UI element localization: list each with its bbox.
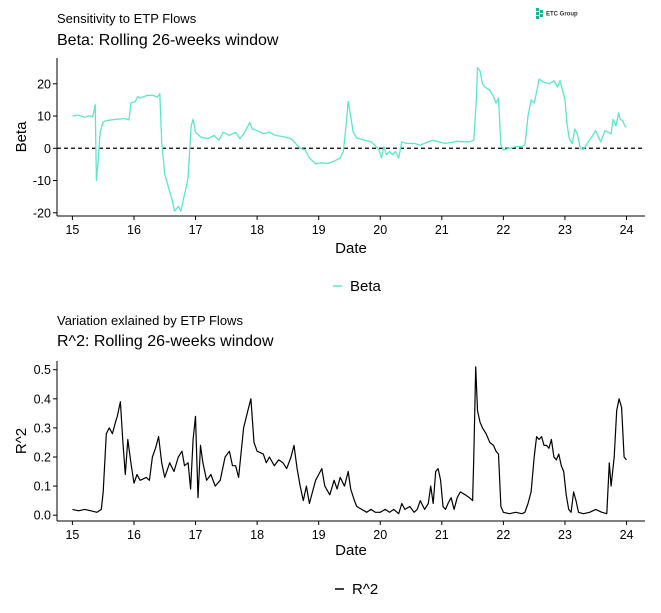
beta-x-tick-label: 21	[435, 223, 449, 237]
beta-y-tick-label: 10	[37, 110, 51, 124]
r2-x-tick-label: 21	[435, 528, 449, 542]
beta-y-ticks: -20 -10 0 10 20	[33, 77, 57, 220]
r2-y-tick-label: 0.2	[34, 451, 51, 465]
beta-x-tick-label: 15	[65, 223, 79, 237]
r2-chart: Variation exlained by ETP Flows R^2: Rol…	[13, 313, 645, 598]
r2-x-tick-label: 16	[127, 528, 141, 542]
beta-x-tick-label: 23	[558, 223, 572, 237]
etc-group-logo-mark	[536, 8, 543, 19]
beta-y-tick-label: 20	[37, 77, 51, 91]
r2-y-tick-label: 0.3	[34, 421, 51, 435]
etc-group-logo: ETC Group	[536, 8, 578, 19]
beta-x-axis-label: Date	[335, 240, 367, 257]
r2-y-tick-label: 0.5	[34, 363, 51, 377]
r2-x-tick-label: 20	[373, 528, 387, 542]
r2-x-tick-label: 24	[620, 528, 634, 542]
r2-x-tick-label: 18	[250, 528, 264, 542]
beta-x-tick-label: 16	[127, 223, 141, 237]
r2-y-axis-label: R^2	[13, 428, 30, 454]
r2-x-axis-label: Date	[335, 542, 367, 559]
r2-x-ticks: 15 16 17 18 19 20 21 22 23 24	[65, 521, 634, 542]
beta-y-tick-label: 0	[44, 142, 51, 156]
beta-x-ticks: 15 16 17 18 19 20 21 22 23 24	[65, 216, 634, 237]
r2-x-tick-label: 17	[189, 528, 203, 542]
r2-y-tick-label: 0.1	[34, 480, 51, 494]
beta-x-tick-label: 22	[496, 223, 510, 237]
r2-x-tick-label: 22	[496, 528, 510, 542]
r2-x-tick-label: 19	[312, 528, 326, 542]
beta-x-tick-label: 19	[312, 223, 326, 237]
beta-chart-title: Beta: Rolling 26-weeks window	[57, 32, 279, 49]
beta-x-tick-label: 17	[189, 223, 203, 237]
r2-y-tick-label: 0.0	[34, 509, 51, 523]
beta-legend: Beta	[333, 278, 382, 295]
r2-y-tick-label: 0.4	[34, 392, 51, 406]
r2-legend-label: R^2	[352, 581, 378, 598]
beta-x-tick-label: 20	[373, 223, 387, 237]
r2-chart-subtitle: Variation exlained by ETP Flows	[57, 313, 243, 328]
r2-legend: R^2	[335, 581, 378, 598]
beta-y-axis-label: Beta	[13, 121, 30, 153]
etc-group-logo-text: ETC Group	[546, 12, 578, 18]
r2-y-ticks: 0.0 0.1 0.2 0.3 0.4 0.5	[34, 363, 57, 523]
beta-series-line	[72, 67, 627, 212]
r2-chart-title: R^2: Rolling 26-weeks window	[57, 333, 274, 350]
beta-chart: Sensitivity to ETP Flows Beta: Rolling 2…	[13, 11, 645, 295]
beta-legend-label: Beta	[350, 278, 382, 295]
r2-x-tick-label: 15	[65, 528, 79, 542]
beta-x-tick-label: 18	[250, 223, 264, 237]
beta-y-tick-label: -10	[33, 174, 51, 188]
beta-y-tick-label: -20	[33, 206, 51, 220]
beta-x-tick-label: 24	[620, 223, 634, 237]
r2-series-line	[72, 366, 627, 515]
r2-x-tick-label: 23	[558, 528, 572, 542]
beta-chart-subtitle: Sensitivity to ETP Flows	[57, 11, 197, 26]
